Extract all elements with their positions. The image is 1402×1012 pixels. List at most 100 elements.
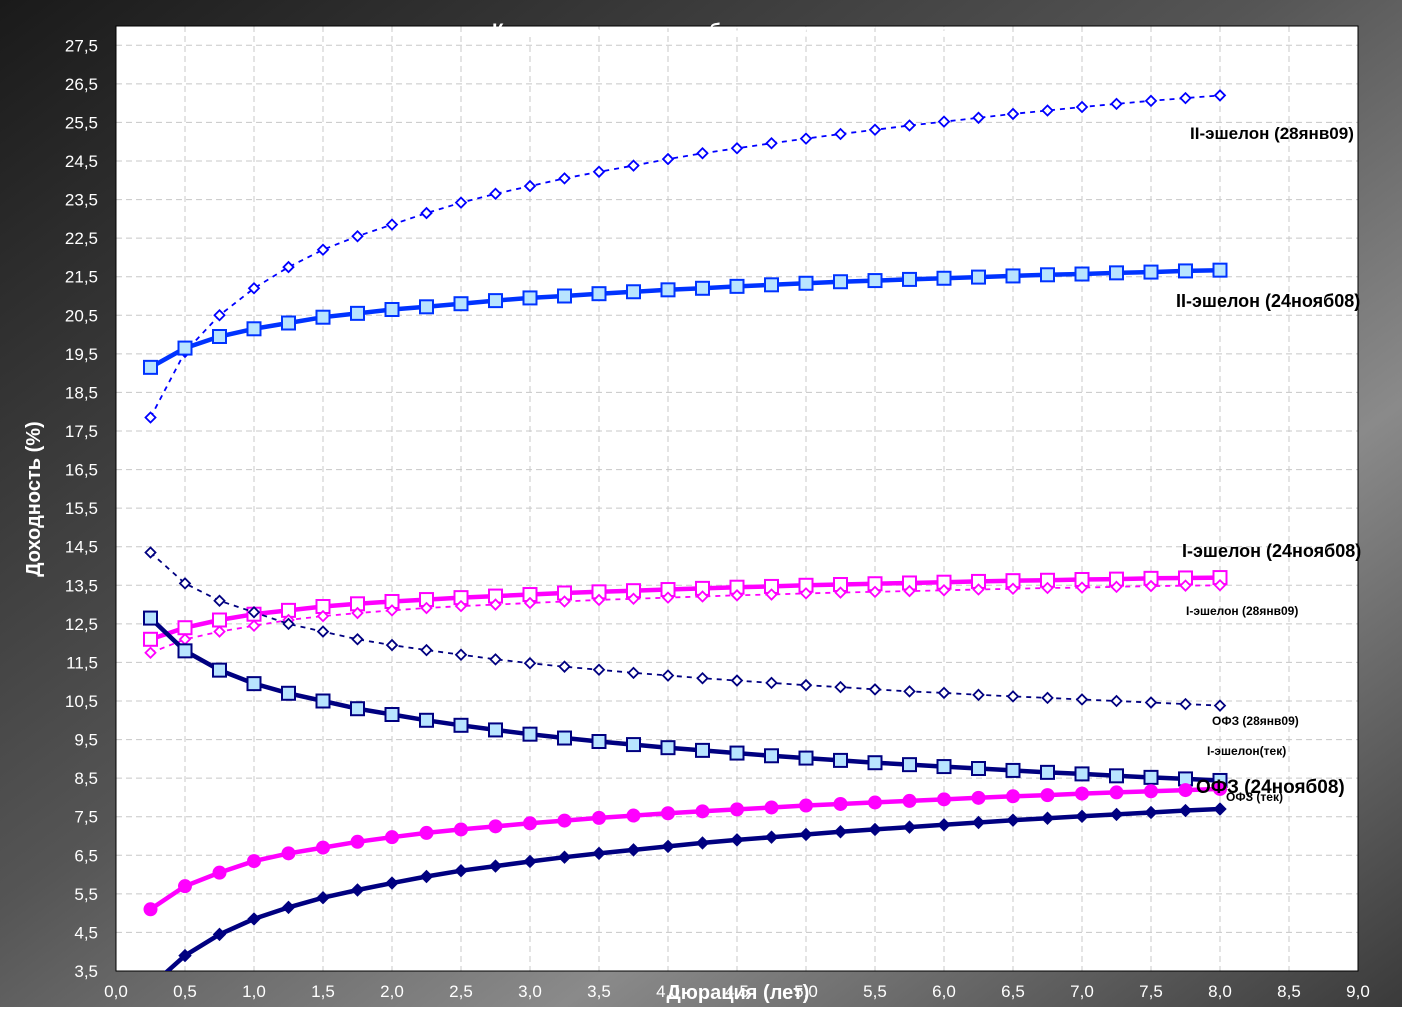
series-0	[144, 89, 1227, 424]
data-point	[591, 734, 607, 749]
data-point	[558, 660, 571, 673]
data-point	[1178, 263, 1193, 279]
y-axis-label: Доходность (%)	[23, 421, 45, 576]
data-point	[1074, 766, 1090, 782]
data-point	[488, 722, 503, 738]
data-point	[281, 900, 296, 915]
data-point	[213, 309, 226, 322]
data-point	[419, 825, 434, 840]
data-point	[971, 790, 986, 805]
data-point	[143, 902, 158, 917]
data-point	[247, 619, 261, 633]
data-point	[1040, 764, 1055, 780]
data-point	[971, 761, 986, 776]
x-tick-label: 5,0	[794, 982, 818, 1001]
data-point	[522, 726, 538, 742]
data-point	[937, 584, 951, 597]
x-tick-label: 1,5	[311, 982, 335, 1001]
data-point	[523, 854, 537, 869]
data-point	[1109, 265, 1124, 281]
data-point	[144, 546, 157, 559]
series-label: I-эшелон (24нояб08)	[1182, 541, 1361, 561]
data-point	[1143, 769, 1159, 785]
y-tick-label: 23,5	[65, 191, 98, 210]
chart-title: Кривые доходности рублевого долгового ры…	[492, 21, 952, 42]
data-point	[385, 604, 399, 617]
data-point	[626, 284, 641, 300]
data-point	[765, 676, 778, 690]
x-tick-label: 0,0	[104, 982, 128, 1001]
series-label: II-эшелон (24нояб08)	[1176, 291, 1360, 311]
series-6	[143, 781, 1227, 917]
data-point	[144, 646, 157, 660]
y-tick-label: 3,5	[74, 962, 98, 981]
x-tick-label: 6,5	[1001, 982, 1025, 1001]
data-point	[178, 577, 192, 590]
data-point	[488, 819, 503, 834]
data-point	[868, 795, 882, 810]
data-point	[661, 839, 675, 854]
data-point	[419, 869, 434, 884]
data-point	[523, 596, 537, 610]
data-point	[454, 822, 468, 837]
x-tick-label: 3,5	[587, 982, 611, 1001]
data-point	[729, 745, 745, 761]
data-point	[247, 912, 261, 926]
data-point	[730, 674, 744, 687]
data-point	[834, 586, 847, 599]
data-point	[660, 740, 676, 756]
data-point	[282, 617, 295, 631]
data-point	[315, 693, 331, 709]
data-point	[764, 277, 779, 293]
y-tick-label: 6,5	[74, 846, 98, 865]
data-point	[454, 599, 468, 613]
data-point	[1006, 582, 1020, 596]
data-point	[351, 633, 364, 646]
data-point	[696, 671, 709, 685]
y-tick-label: 11,5	[66, 653, 98, 672]
y-tick-label: 5,5	[74, 885, 98, 904]
data-point	[1075, 581, 1089, 594]
x-axis-label: Дюрация (лет)	[667, 982, 810, 1004]
data-point	[281, 685, 296, 701]
data-point	[834, 680, 847, 694]
data-point	[1178, 803, 1193, 818]
data-point	[626, 737, 641, 753]
data-point	[1074, 266, 1090, 282]
data-point	[419, 712, 434, 728]
data-point	[282, 260, 295, 274]
series-label: ОФЗ (24нояб08)	[1196, 777, 1345, 798]
x-tick-label: 2,5	[449, 982, 473, 1001]
data-point	[558, 595, 571, 608]
data-point	[868, 683, 882, 696]
data-point	[1110, 694, 1123, 708]
data-point	[1005, 762, 1021, 778]
data-point	[833, 274, 848, 290]
data-point	[523, 816, 537, 831]
data-point	[867, 273, 883, 289]
data-point	[1213, 699, 1227, 712]
plot-border	[115, 25, 1359, 972]
data-point	[833, 752, 848, 768]
data-point	[799, 132, 813, 145]
data-point	[523, 656, 537, 670]
data-point	[730, 833, 744, 847]
y-tick-label: 20,5	[65, 306, 98, 325]
data-point	[419, 299, 434, 315]
data-point	[522, 290, 538, 306]
data-point	[1144, 579, 1158, 593]
data-point	[798, 275, 814, 291]
y-tick-label: 19,5	[65, 345, 98, 364]
y-tick-label: 25,5	[65, 113, 98, 132]
data-point	[972, 111, 985, 125]
data-point	[903, 584, 916, 598]
data-point	[972, 688, 985, 702]
data-point	[1144, 784, 1158, 799]
data-point	[420, 601, 433, 615]
x-tick-label: 2,0	[380, 982, 404, 1001]
data-point	[1041, 104, 1054, 117]
data-point	[1040, 267, 1055, 283]
data-point	[627, 592, 640, 606]
data-point	[661, 152, 675, 166]
